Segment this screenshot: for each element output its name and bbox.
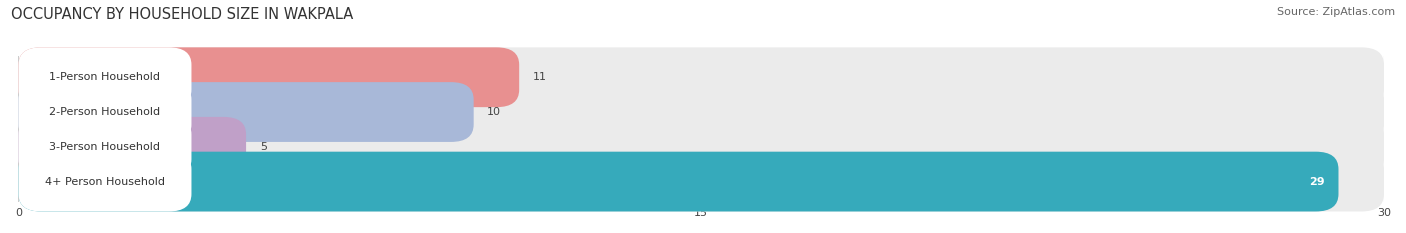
FancyBboxPatch shape: [18, 152, 1384, 212]
Text: Source: ZipAtlas.com: Source: ZipAtlas.com: [1277, 7, 1395, 17]
Text: 11: 11: [533, 72, 547, 82]
FancyBboxPatch shape: [18, 117, 191, 177]
Text: 1-Person Household: 1-Person Household: [49, 72, 160, 82]
Text: 3-Person Household: 3-Person Household: [49, 142, 160, 152]
FancyBboxPatch shape: [18, 47, 191, 107]
FancyBboxPatch shape: [18, 152, 1339, 212]
Text: OCCUPANCY BY HOUSEHOLD SIZE IN WAKPALA: OCCUPANCY BY HOUSEHOLD SIZE IN WAKPALA: [11, 7, 353, 22]
Text: 2-Person Household: 2-Person Household: [49, 107, 160, 117]
Text: 4+ Person Household: 4+ Person Household: [45, 177, 165, 187]
Text: 10: 10: [488, 107, 502, 117]
FancyBboxPatch shape: [18, 47, 519, 107]
FancyBboxPatch shape: [18, 82, 191, 142]
Text: 29: 29: [1309, 177, 1324, 187]
FancyBboxPatch shape: [18, 152, 191, 212]
FancyBboxPatch shape: [18, 117, 246, 177]
FancyBboxPatch shape: [18, 47, 1384, 107]
FancyBboxPatch shape: [18, 82, 1384, 142]
Text: 5: 5: [260, 142, 267, 152]
FancyBboxPatch shape: [18, 117, 1384, 177]
FancyBboxPatch shape: [18, 82, 474, 142]
